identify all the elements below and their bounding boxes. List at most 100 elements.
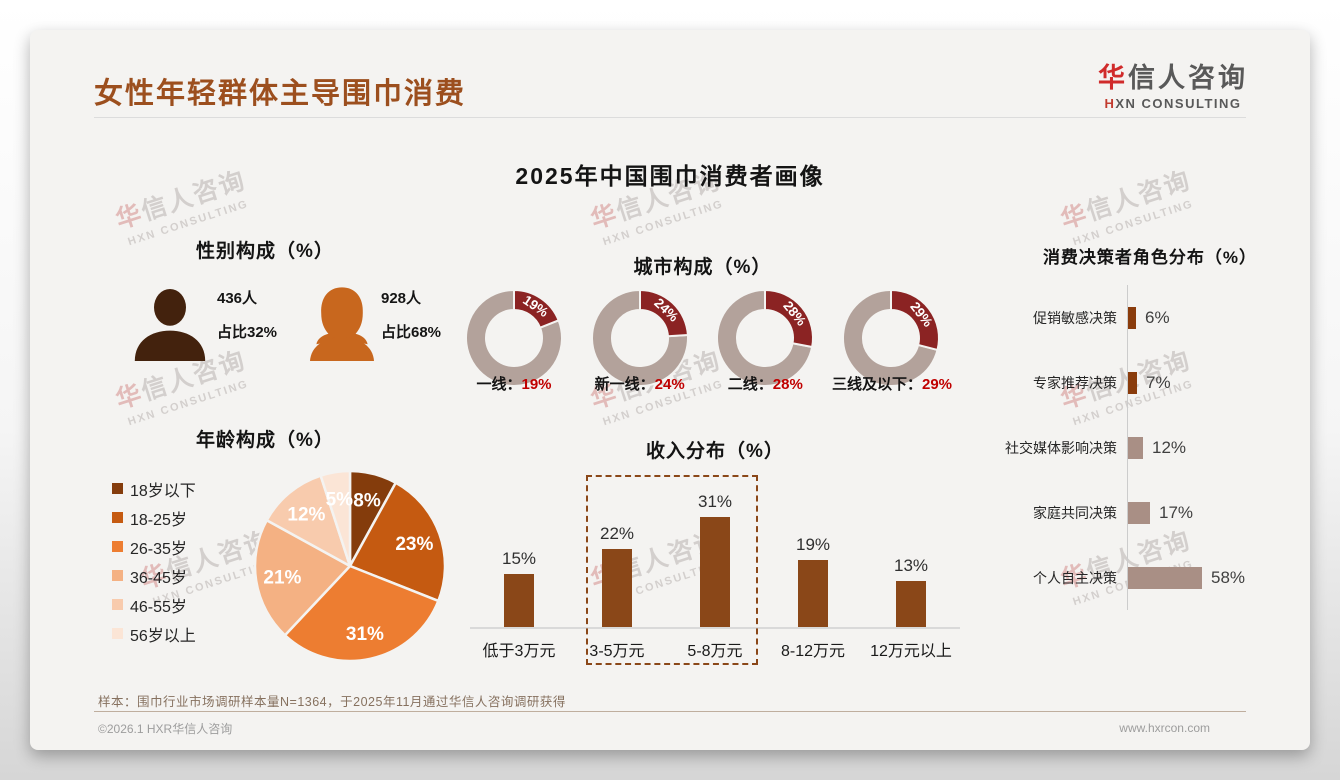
city-donut-charts: 19% 一线：19% 24% 新一线：24% 28% 二线：28% 29% 三线及以下：29% (455, 286, 952, 394)
decision-value-label: 58% (1211, 567, 1246, 587)
legend-label: 18岁以下 (130, 482, 196, 500)
legend-label: 26-35岁 (130, 540, 187, 558)
decision-bar (1128, 566, 1202, 589)
bar-slot: 19% (764, 535, 862, 627)
decision-row: 专家推荐决策 7% (1000, 350, 1300, 415)
bar-value-label: 13% (893, 556, 929, 575)
donut-value-segment (638, 288, 689, 338)
pie-percent-label: 31% (346, 624, 384, 645)
decision-bar (1128, 501, 1150, 524)
pie-slice (319, 469, 352, 568)
donut-category-label: 三线及以下：29% (831, 373, 952, 394)
logo-cn-accent: 华 (1098, 63, 1128, 93)
income-category-axis: 低于3万元 3-5万元 5-8万元 8-12万元 12万元以上 (470, 629, 960, 661)
gender-heading: 性别构成（%） (196, 241, 334, 262)
donut-category-name: 三线及以下： (831, 376, 922, 393)
copyright-text: ©2026.1 HXR华信人咨询 (98, 722, 233, 736)
bar (602, 549, 632, 627)
legend-item: 18岁以下 (112, 480, 196, 500)
donut-chart: 24% (590, 288, 689, 387)
legend-item: 46-55岁 (112, 596, 196, 616)
bar (504, 574, 534, 627)
legend-swatch (112, 570, 123, 581)
pie-percent-label: 8% (353, 491, 381, 512)
gender-row: 436人 占比32% 928人 占比68% (95, 277, 441, 397)
watermark-accent: 华 (587, 199, 622, 235)
decision-value-label: 6% (1145, 307, 1170, 327)
legend-swatch (112, 628, 123, 639)
watermark-line2: HXN CONSULTING (601, 197, 726, 249)
donut-chart: 19% (465, 288, 563, 387)
income-section: 收入分布（%） 15% 22% 31% 19% 13% 低于3万元 3-5万元 5-8万元 8… (455, 436, 975, 665)
legend-item: 56岁以上 (112, 625, 196, 645)
age-section: 年龄构成（%） 18岁以下 18-25岁 26-35岁 36-45岁 46-55岁 56岁… (95, 425, 447, 663)
bar (896, 581, 926, 627)
male-person-icon (134, 289, 206, 361)
income-plot-area: 15% 22% 31% 19% 13% (470, 473, 960, 629)
legend-item: 26-35岁 (112, 538, 196, 558)
male-share: 占比32% (217, 324, 278, 341)
logo-chinese-name: 华信人咨询 (1098, 56, 1248, 95)
decision-row: 家庭共同决策 17% (1000, 480, 1300, 545)
donut-cell: 28% 二线：28% (706, 286, 824, 394)
donut-chart: 29% (842, 288, 940, 387)
decision-heading: 消费决策者角色分布（%） (1042, 248, 1258, 267)
income-highlight-box (586, 475, 758, 665)
gender-section: 性别构成（%） 436人 占比32% (95, 236, 441, 397)
decision-bar (1128, 436, 1143, 459)
bar (700, 517, 730, 627)
legend-swatch (112, 541, 123, 552)
decision-category-label: 专家推荐决策 (1033, 374, 1117, 391)
decision-value-label: 17% (1159, 502, 1194, 522)
footer-divider (94, 711, 1246, 712)
bar-slot: 31% (666, 492, 764, 627)
decision-value-label: 12% (1152, 437, 1187, 457)
legend-label: 36-45岁 (130, 569, 187, 587)
donut-rest-segment (590, 288, 689, 387)
city-heading: 城市构成（%） (633, 257, 772, 278)
pie-slice (253, 518, 352, 637)
donut-value-segment (513, 288, 560, 329)
donut-rest-segment (842, 288, 939, 387)
legend-swatch (112, 512, 123, 523)
donut-value-segment (764, 288, 815, 349)
pie-percent-label: 5% (326, 489, 354, 510)
donut-cell: 24% 新一线：24% (581, 286, 699, 394)
chart-main-title: 2025年中国围巾消费者画像 (515, 163, 825, 189)
income-heading: 收入分布（%） (646, 441, 784, 462)
female-share: 占比68% (381, 324, 442, 341)
donut-value-segment (889, 288, 940, 352)
female-person-icon (310, 287, 374, 361)
decision-bar (1128, 371, 1137, 394)
watermark-line2: HXN CONSULTING (1071, 197, 1196, 249)
bar-value-label: 15% (501, 549, 537, 568)
city-section: 城市构成（%） 19% 一线：19% 24% 新一线：24% 28% 二线：28% 29% 三… (455, 252, 952, 394)
company-logo: 华信人咨询 HXN CONSULTING (1098, 56, 1248, 111)
legend-label: 46-55岁 (130, 598, 187, 616)
donut-category-name: 新一线： (594, 376, 655, 393)
bar-category-label: 8-12万元 (780, 643, 846, 660)
watermark-accent: 华 (112, 199, 147, 235)
website-url: www.hxrcon.com (1119, 721, 1210, 735)
decision-rows: 促销敏感决策 6% 专家推荐决策 7% 社交媒体影响决策 12% 家庭共同决策 17% 个人自主… (1000, 285, 1300, 610)
bar-slot: 15% (470, 549, 568, 627)
legend-label: 18-25岁 (130, 511, 187, 529)
pie-percent-label: 23% (395, 534, 433, 555)
donut-cell: 29% 三线及以下：29% (831, 286, 952, 394)
watermark-accent: 华 (1057, 199, 1092, 235)
slide-card: 华信人咨询 HXN CONSULTING 华信人咨询 HXN CONSULTING 华信… (30, 30, 1310, 750)
logo-english-name: HXN CONSULTING (1098, 96, 1248, 111)
donut-category-label: 一线：19% (455, 373, 573, 394)
bar-slot: 22% (568, 524, 666, 627)
header-divider (94, 117, 1246, 118)
donut-rest-segment (716, 288, 814, 387)
logo-en-rest: XN CONSULTING (1115, 96, 1242, 111)
decision-category-label: 个人自主决策 (1033, 569, 1117, 586)
donut-category-label: 二线：28% (706, 373, 824, 394)
pie-percent-label: 12% (287, 504, 325, 525)
pie-slice (283, 564, 440, 663)
donut-category-name: 一线： (476, 376, 522, 393)
decision-hbar-chart: 促销敏感决策 6% 专家推荐决策 7% 社交媒体影响决策 12% 家庭共同决策 17% 个人自主… (1000, 285, 1300, 610)
sample-footnote: 样本：围巾行业市场调研样本量N=1364，于2025年11月通过华信人咨询调研获… (98, 695, 566, 709)
